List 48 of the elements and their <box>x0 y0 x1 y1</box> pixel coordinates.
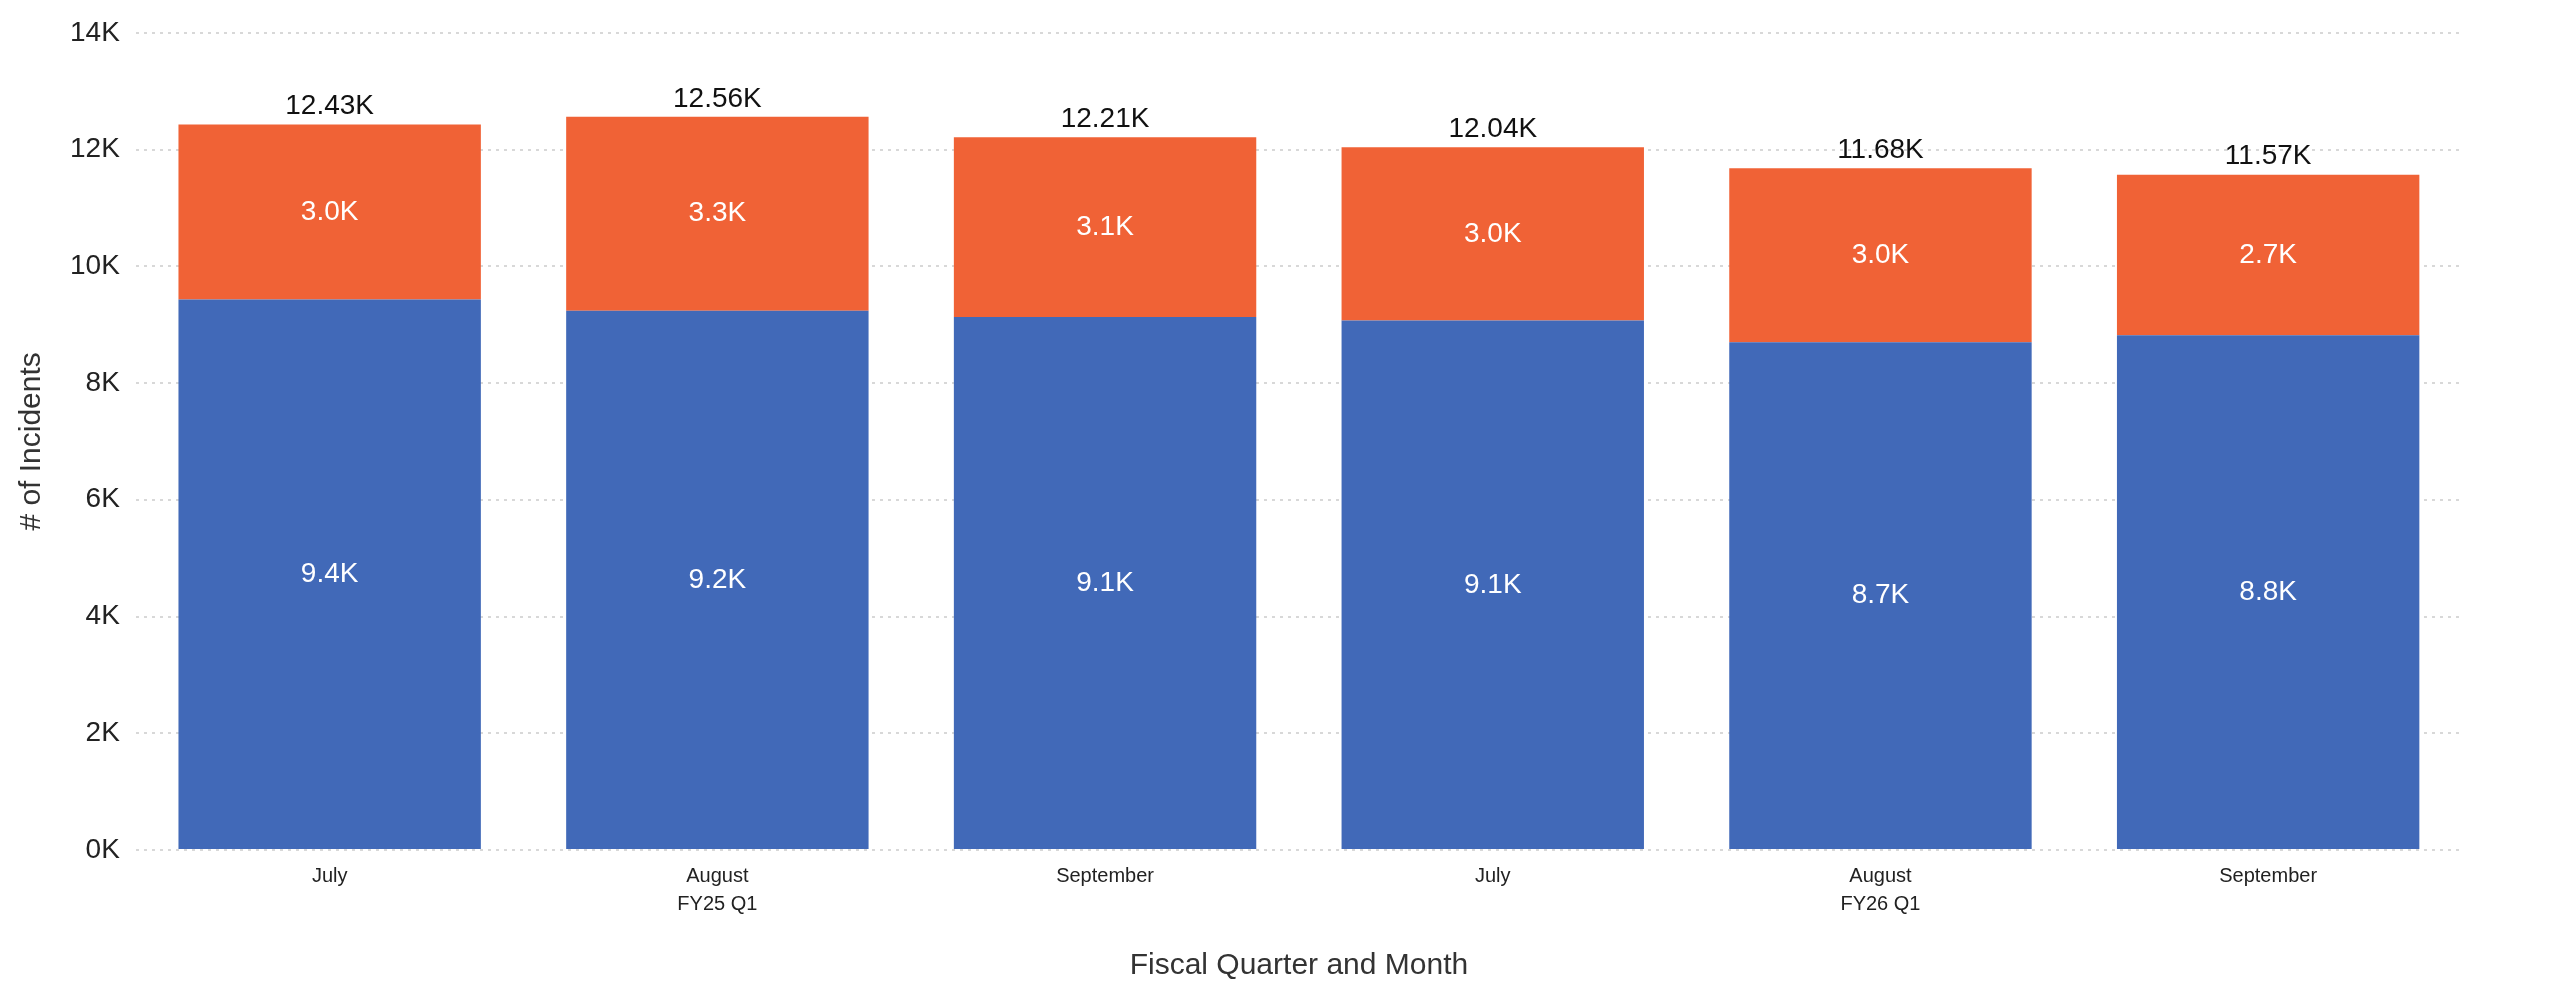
x-axis-title: Fiscal Quarter and Month <box>1129 947 1469 981</box>
data-label: 9.1K <box>1463 567 1522 599</box>
x-tick-label: September <box>1056 863 1155 886</box>
bar <box>1729 342 2032 849</box>
y-tick-label: 8K <box>85 365 121 397</box>
bar <box>1341 147 1644 321</box>
data-label: 3.3K <box>688 196 747 228</box>
bar <box>953 137 1257 318</box>
x-tick-label: August <box>1849 863 1913 886</box>
data-label: 8.8K <box>2239 574 2298 606</box>
total-label: 12.56K <box>672 81 763 113</box>
data-label: 3.0K <box>1463 216 1522 248</box>
x-tick-label: July <box>311 863 348 886</box>
bar <box>2116 174 2420 336</box>
y-tick-label: 14K <box>69 15 121 47</box>
bar <box>953 317 1257 849</box>
data-label: 3.0K <box>300 194 359 226</box>
total-label: 12.43K <box>285 89 375 121</box>
bar <box>1341 320 1644 849</box>
data-label: 8.7K <box>1851 578 1910 610</box>
data-label: 2.7K <box>2239 237 2298 269</box>
text: FY26 Q1 <box>1840 891 1921 914</box>
bar <box>178 299 481 849</box>
y-tick-label: 10K <box>69 249 121 280</box>
bar <box>178 124 481 300</box>
bar <box>566 116 869 311</box>
total-label: 11.68K <box>1837 132 1925 164</box>
data-label: 9.4K <box>300 557 359 588</box>
x-tick-label: July <box>1474 863 1511 886</box>
data-label: 9.1K <box>1076 565 1135 597</box>
bar <box>1729 168 2032 343</box>
x-tick-label: September <box>2219 863 2318 886</box>
y-tick-label: 0K <box>85 832 121 864</box>
y-tick-label: 4K <box>85 599 121 631</box>
data-label: 3.1K <box>1076 209 1135 241</box>
data-label: 3.0K <box>1851 237 1910 269</box>
y-tick-label: 6K <box>85 482 121 514</box>
y-tick-label: 2K <box>85 715 121 747</box>
bar <box>2116 335 2420 849</box>
total-label: 11.57K <box>2224 139 2312 171</box>
y-tick-label: 12K <box>69 132 121 164</box>
text: FY25 Q1 <box>677 891 758 914</box>
x-tick-label: August <box>686 863 749 886</box>
total-label: 12.21K <box>1060 102 1150 133</box>
total-label: 12.04K <box>1448 111 1538 143</box>
data-label: 9.2K <box>688 562 747 594</box>
y-axis-title: # of Incidents <box>13 352 47 531</box>
bar <box>566 310 869 849</box>
